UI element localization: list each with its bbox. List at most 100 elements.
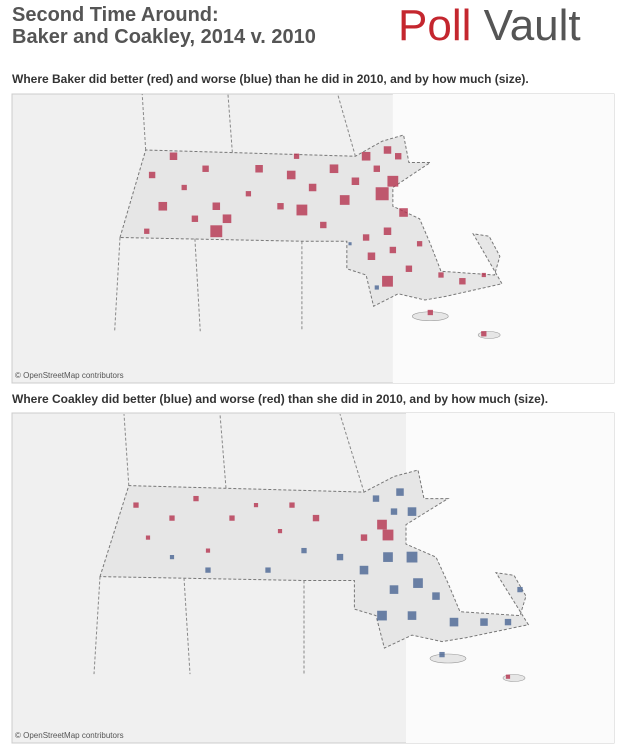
state-border: [219, 414, 227, 489]
logo: Poll Vault: [398, 2, 581, 50]
map-layer: [93, 413, 614, 743]
state-border: [194, 238, 201, 332]
logo-part: Vault: [483, 1, 581, 50]
ocean: [392, 94, 614, 383]
town-marker: [416, 241, 423, 247]
town-marker: [505, 674, 511, 679]
town-marker: [222, 214, 232, 224]
state-border: [227, 94, 233, 153]
map-subtitle: Where Baker did better (red) and worse (…: [12, 72, 529, 86]
town-marker: [253, 503, 259, 508]
town-marker: [504, 618, 512, 626]
state-land: [99, 469, 530, 649]
town-marker: [407, 611, 417, 620]
town-marker: [481, 272, 486, 278]
town-marker: [383, 146, 392, 154]
title-line: Baker and Coakley, 2014 v. 2010: [12, 26, 316, 48]
town-marker: [301, 547, 307, 554]
town-marker: [210, 225, 223, 238]
town-marker: [169, 555, 175, 560]
town-marker: [308, 183, 317, 192]
state-border: [114, 237, 121, 332]
town-marker: [255, 165, 263, 173]
state-border: [339, 413, 365, 493]
map-panel: © OpenStreetMap contributors: [11, 412, 615, 744]
town-marker: [205, 567, 211, 573]
town-marker: [517, 586, 523, 593]
state-border: [93, 576, 101, 675]
town-marker: [277, 203, 284, 210]
state-border: [123, 414, 130, 486]
town-marker: [413, 578, 423, 588]
town-marker: [389, 246, 397, 254]
town-marker: [359, 565, 369, 575]
town-marker: [427, 309, 433, 316]
town-marker: [374, 285, 379, 290]
town-marker: [293, 153, 300, 159]
town-marker: [169, 515, 175, 521]
town-marker: [265, 567, 271, 573]
town-marker: [395, 153, 402, 160]
town-marker: [212, 202, 221, 210]
town-marker: [407, 507, 417, 516]
town-marker: [373, 165, 380, 172]
map-subtitle: Where Coakley did better (blue) and wors…: [12, 392, 549, 406]
map-panel: © OpenStreetMap contributors: [11, 93, 615, 384]
town-marker: [145, 535, 151, 540]
town-marker: [351, 177, 360, 185]
town-marker: [193, 495, 199, 502]
town-marker: [372, 495, 380, 502]
town-marker: [339, 195, 350, 205]
town-marker: [148, 171, 156, 179]
town-marker: [382, 529, 394, 541]
town-marker: [169, 152, 178, 160]
town-marker: [296, 204, 308, 216]
state-border: [183, 577, 191, 675]
attribution: © OpenStreetMap contributors: [15, 731, 124, 740]
town-marker: [286, 170, 296, 180]
town-marker: [406, 551, 418, 563]
town-marker: [277, 529, 283, 534]
town-marker: [480, 618, 488, 626]
town-marker: [289, 502, 295, 508]
town-marker: [312, 514, 320, 522]
town-marker: [360, 534, 368, 541]
town-marker: [383, 552, 393, 562]
town-marker: [361, 151, 371, 161]
town-marker: [229, 515, 235, 521]
town-marker: [191, 215, 199, 222]
town-marker: [389, 585, 399, 594]
town-marker: [439, 651, 445, 658]
town-marker: [399, 208, 408, 217]
town-marker: [348, 242, 352, 246]
town-marker: [390, 508, 398, 515]
title-line: Second Time Around:: [12, 4, 219, 26]
town-marker: [367, 252, 376, 260]
town-marker: [438, 272, 444, 278]
town-marker: [362, 234, 370, 241]
island: [429, 653, 467, 664]
town-marker: [377, 519, 387, 530]
town-marker: [329, 164, 339, 174]
state-land: [119, 134, 503, 307]
town-marker: [387, 175, 399, 187]
town-marker: [336, 553, 344, 561]
logo-part: Poll: [398, 1, 472, 50]
town-marker: [382, 275, 393, 287]
town-marker: [481, 331, 487, 337]
town-marker: [245, 191, 252, 197]
town-marker: [144, 228, 150, 234]
attribution: © OpenStreetMap contributors: [15, 371, 124, 380]
town-marker: [432, 592, 440, 600]
town-marker: [202, 165, 209, 172]
town-marker: [158, 201, 168, 211]
state-border: [141, 94, 147, 151]
map-layer: [114, 94, 614, 383]
town-marker: [320, 221, 327, 229]
town-marker: [459, 278, 466, 285]
town-marker: [377, 610, 387, 621]
town-marker: [405, 265, 413, 272]
town-marker: [133, 502, 139, 508]
